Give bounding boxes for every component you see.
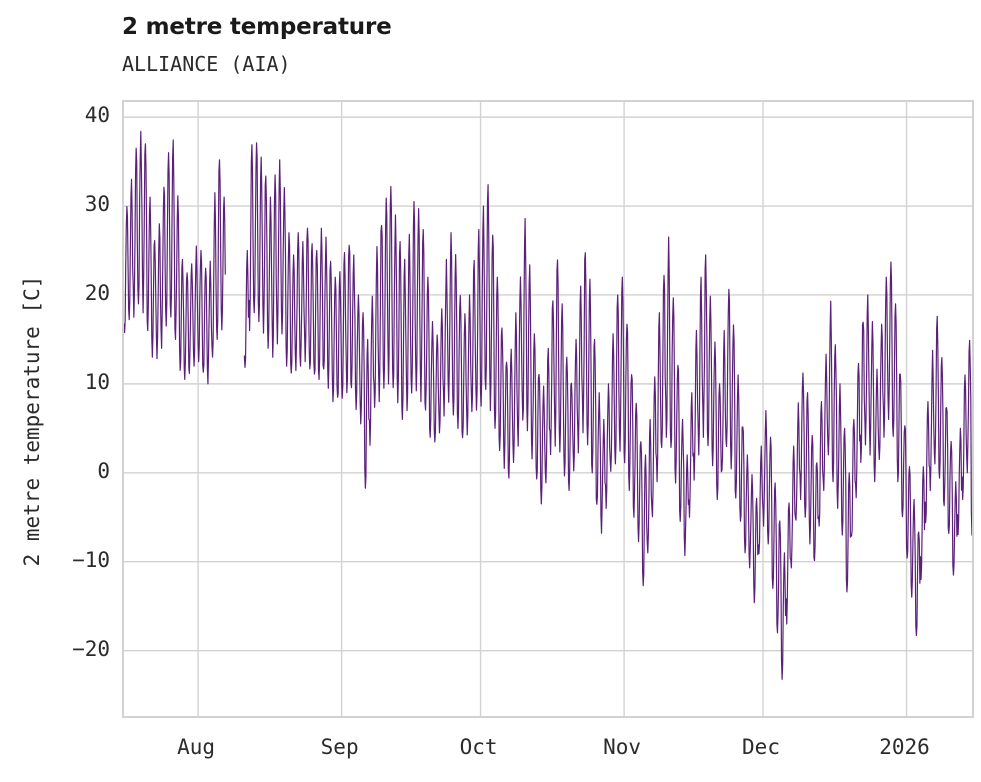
x-tick-label: Sep — [320, 735, 359, 759]
y-tick-label: 30 — [84, 192, 110, 217]
x-tick-label: Aug — [177, 735, 216, 759]
y-tick-label: 20 — [84, 280, 110, 305]
x-tick-label: 2026 — [879, 735, 930, 759]
plot-area — [122, 100, 974, 718]
y-tick-label: −10 — [72, 547, 110, 572]
x-tick-label: Oct — [459, 735, 498, 759]
y-axis-tick-labels: 40 30 20 10 0 −10 −20 — [42, 0, 110, 782]
y-tick-label: −20 — [72, 636, 110, 661]
y-tick-label: 10 — [84, 369, 110, 394]
x-tick-label: Nov — [603, 735, 642, 759]
x-tick-label: Dec — [742, 735, 780, 759]
y-axis-label: 2 metre temperature [C] — [20, 275, 44, 567]
temperature-series-line — [124, 130, 972, 680]
chart-title: 2 metre temperature — [122, 14, 392, 40]
plot-svg — [124, 102, 972, 716]
y-tick-label: 0 — [97, 458, 110, 483]
y-tick-label: 40 — [84, 103, 110, 128]
chart-subtitle: ALLIANCE (AIA) — [122, 52, 291, 76]
